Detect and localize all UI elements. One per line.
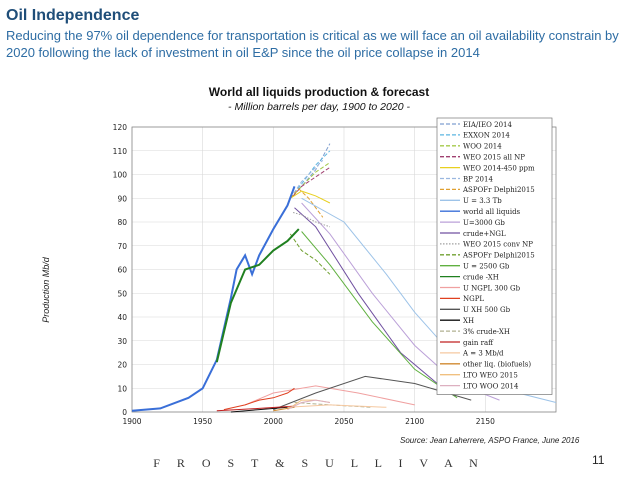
- y-tick-label: 100: [113, 171, 128, 180]
- y-tick-label: 30: [117, 337, 127, 346]
- y-tick-label: 0: [122, 408, 127, 417]
- x-tick-label: 2050: [334, 417, 353, 426]
- y-tick-label: 50: [117, 289, 127, 298]
- y-tick-label: 80: [117, 218, 127, 227]
- series-line: [230, 406, 288, 413]
- legend-entry: LTO WEO 2015: [463, 372, 518, 380]
- legend-entry: U XH 500 Gb: [463, 306, 511, 314]
- series-line: [289, 162, 331, 199]
- chart-title: World all liquids production & forecast: [208, 85, 430, 99]
- legend-entry: EIA/IEO 2014: [463, 121, 512, 129]
- legend-entry: crude+NGL: [463, 230, 506, 238]
- series-line: [289, 159, 324, 199]
- chart-subtitle: - Million barrels per day, 1900 to 2020 …: [228, 101, 410, 113]
- x-tick-label: 2150: [476, 417, 495, 426]
- page-subtitle: Reducing the 97% oil dependence for tran…: [6, 28, 619, 60]
- x-tick-label: 1950: [193, 417, 212, 426]
- legend-entry: BP 2014: [463, 175, 493, 183]
- y-tick-label: 20: [117, 361, 127, 370]
- y-tick-label: 120: [113, 123, 128, 132]
- legend-entry: WEO 2015 conv NP: [463, 241, 533, 249]
- series-line: [292, 212, 331, 228]
- legend-entry: other liq. (biofuels): [463, 361, 531, 369]
- series-line: [301, 231, 458, 399]
- series-line: [215, 228, 300, 363]
- x-tick-label: 1900: [122, 417, 141, 426]
- legend-box: [436, 117, 553, 395]
- source-note: Source: Jean Laherrere, ASPO France, Jun…: [400, 436, 580, 445]
- page-number: 11: [592, 453, 605, 467]
- legend-entry: crude -XH: [463, 273, 499, 281]
- y-tick-label: 110: [113, 147, 128, 156]
- y-tick-label: 90: [117, 194, 127, 203]
- y-tick-label: 60: [117, 266, 127, 275]
- y-tick-label: 10: [117, 384, 127, 393]
- legend-entry: world all liquids: [463, 208, 521, 216]
- plot-frame: [131, 126, 557, 413]
- legend-entry: XH: [463, 317, 474, 325]
- y-tick-label: 70: [117, 242, 127, 251]
- series-line: [292, 166, 331, 197]
- legend-entry: ASPOFr Delphi2015: [462, 252, 535, 260]
- series-line: [294, 207, 444, 389]
- series-line: [290, 190, 331, 204]
- brand-footer: F R O S T & S U L L I V A N: [153, 456, 485, 470]
- x-tick-label: 2100: [405, 417, 424, 426]
- legend-entry: U = 3.3 Tb: [463, 197, 502, 205]
- legend-entry: U = 2500 Gb: [463, 263, 510, 271]
- legend-entry: EXXON 2014: [463, 132, 510, 140]
- series-line: [223, 387, 295, 411]
- series-line: [289, 188, 324, 218]
- series-line: [216, 405, 295, 412]
- legend-entry: LTO WOO 2014: [463, 382, 519, 390]
- legend-entry: A = 3 Mb/d: [462, 350, 504, 358]
- legend-entry: NGPL: [463, 295, 484, 303]
- legend-entry: WEO 2014-450 ppm: [463, 164, 535, 172]
- series-line: [131, 186, 296, 412]
- page-title: Oil Independence: [6, 7, 140, 24]
- legend-entry: U NGPL 300 Gb: [463, 284, 521, 292]
- legend-entry: ASPOFr Delphi2015: [462, 186, 535, 194]
- legend-entry: WOO 2014: [463, 143, 502, 151]
- series-line: [287, 404, 387, 408]
- series-line: [273, 375, 472, 411]
- legend-entry: gain raff: [463, 339, 494, 347]
- legend-entry: U=3000 Gb: [463, 219, 505, 227]
- y-tick-label: 40: [117, 313, 127, 322]
- x-tick-label: 2000: [264, 417, 283, 426]
- series-line: [287, 399, 330, 411]
- legend-entry: 3% crude-XH: [463, 328, 510, 336]
- series-line: [244, 385, 415, 406]
- legend-entry: WEO 2015 all NP: [463, 154, 525, 162]
